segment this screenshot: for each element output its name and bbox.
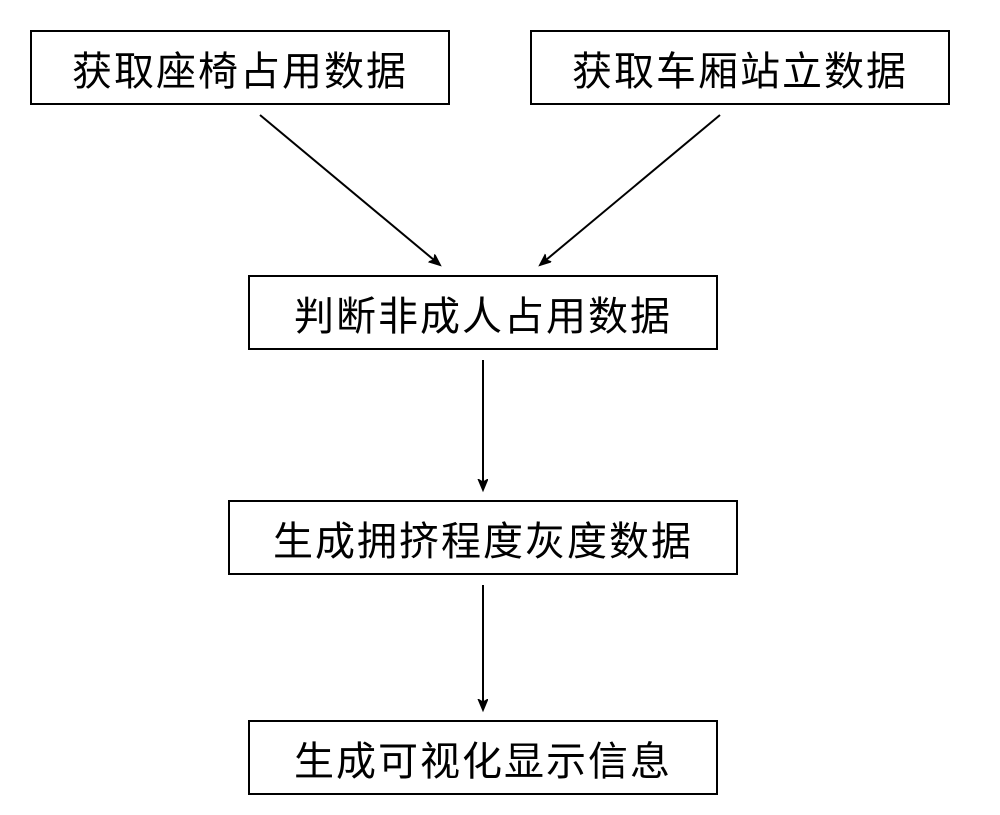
- node-label: 生成可视化显示信息: [294, 729, 672, 787]
- node-label: 判断非成人占用数据: [294, 284, 672, 342]
- node-non-adult-judgement: 判断非成人占用数据: [248, 275, 718, 350]
- node-label: 获取车厢站立数据: [572, 39, 908, 97]
- node-standing-data: 获取车厢站立数据: [530, 30, 950, 105]
- node-seat-occupancy: 获取座椅占用数据: [30, 30, 450, 105]
- node-label: 获取座椅占用数据: [72, 39, 408, 97]
- flowchart-canvas: 获取座椅占用数据 获取车厢站立数据 判断非成人占用数据 生成拥挤程度灰度数据 生…: [0, 0, 1000, 815]
- arrows-svg: [0, 0, 1000, 815]
- node-visual-display-info: 生成可视化显示信息: [248, 720, 718, 795]
- arrow-box2-to-box3: [540, 115, 720, 265]
- arrow-box1-to-box3: [260, 115, 440, 265]
- node-crowding-grayscale: 生成拥挤程度灰度数据: [228, 500, 738, 575]
- node-label: 生成拥挤程度灰度数据: [273, 509, 693, 567]
